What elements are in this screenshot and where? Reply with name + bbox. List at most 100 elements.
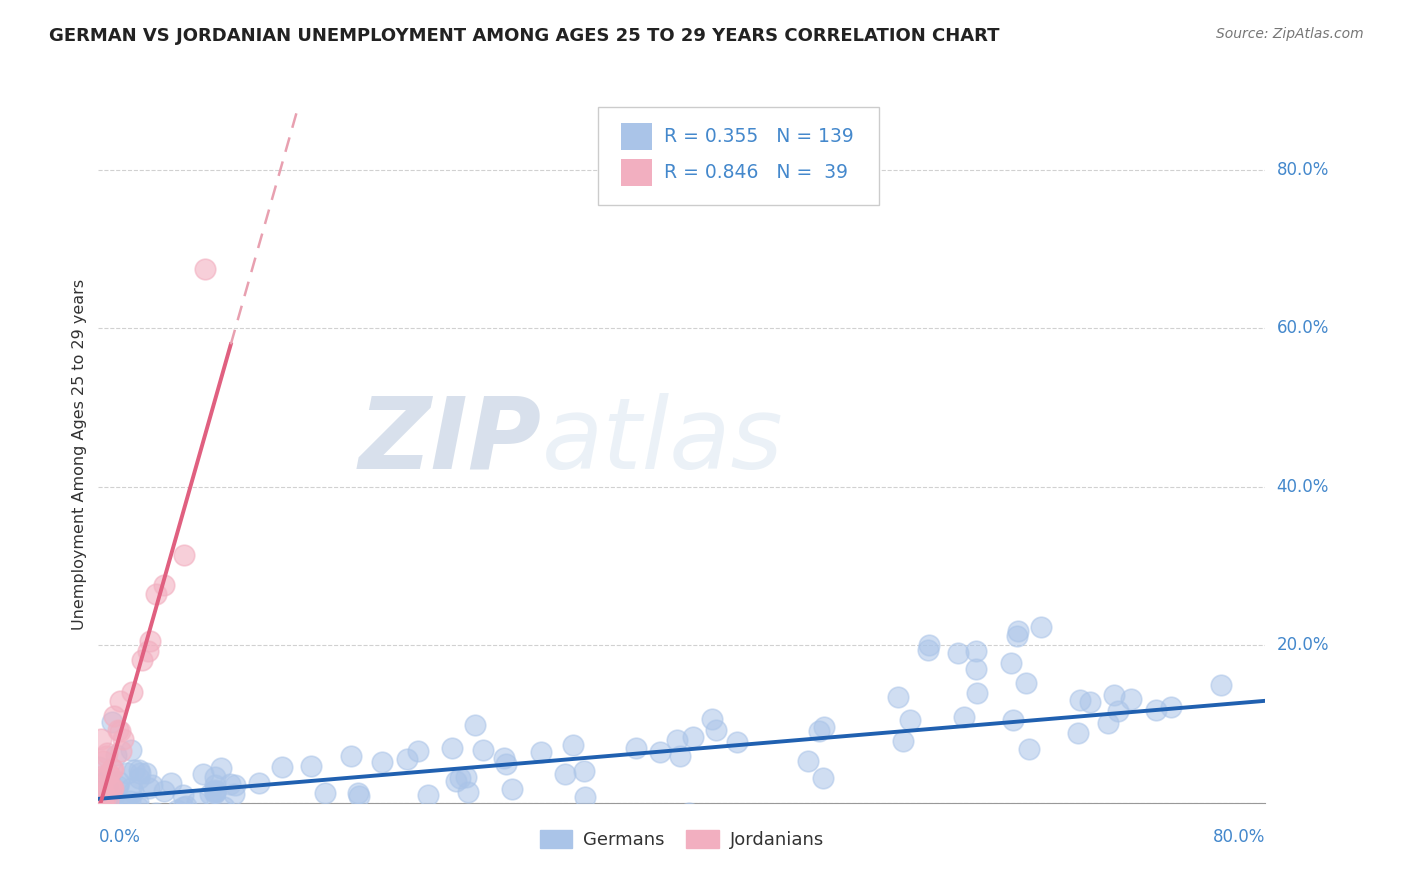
Point [406,744,429,758]
Point [574,789,596,804]
Point [946,646,969,660]
Point [464,718,486,732]
Point [103,805,125,819]
Point [93,799,115,814]
Point [110,744,132,758]
Point [813,720,835,734]
Text: ZIP: ZIP [359,392,541,490]
Point [114,799,136,814]
Point [152,578,174,592]
Point [101,762,124,776]
Point [530,745,553,759]
Point [1078,695,1101,709]
Point [96,778,118,792]
Point [97,783,120,797]
Point [166,803,188,817]
Point [456,770,478,784]
Point [666,733,689,747]
Point [966,686,988,700]
Text: R = 0.846   N =  39: R = 0.846 N = 39 [664,162,848,182]
Point [416,788,439,802]
Point [100,714,122,729]
Point [1107,704,1129,718]
Point [796,754,818,768]
Point [494,750,516,764]
Point [90,807,112,822]
Legend: Germans, Jordanians: Germans, Jordanians [533,823,831,856]
Point [138,781,160,796]
Point [457,785,479,799]
Point [700,712,723,726]
Point [204,783,226,797]
Point [127,800,149,814]
Text: 20.0%: 20.0% [1277,636,1329,654]
Point [103,803,125,817]
Point [110,694,132,708]
Point [574,764,596,778]
Point [624,740,647,755]
Point [668,749,690,764]
Point [89,760,111,774]
Point [91,754,114,768]
Point [103,762,125,776]
Point [89,786,111,800]
Point [1102,689,1125,703]
Point [141,778,163,792]
Point [1160,700,1182,714]
Point [96,773,118,788]
Point [898,713,921,727]
Point [91,787,114,801]
Point [89,783,111,797]
Point [131,653,153,667]
Point [1069,693,1091,707]
Point [118,794,141,808]
Point [441,740,464,755]
Point [152,784,174,798]
Point [224,778,246,792]
Point [965,644,987,658]
Point [159,775,181,789]
Point [396,752,419,766]
Point [101,782,124,797]
Point [120,781,142,796]
Point [340,748,363,763]
Point [204,784,226,798]
Point [108,775,131,789]
Point [562,739,585,753]
Point [219,777,242,791]
Point [89,790,111,805]
Point [965,662,987,676]
Point [1015,676,1038,690]
Point [122,763,145,777]
Point [96,746,118,760]
Point [174,807,197,822]
Point [108,724,131,739]
Point [96,782,118,797]
Point [471,743,494,757]
Point [501,781,523,796]
Point [93,781,115,796]
Point [122,785,145,799]
Point [91,769,114,783]
Point [347,789,370,803]
Point [1018,742,1040,756]
Point [128,766,150,780]
Text: 60.0%: 60.0% [1277,319,1329,337]
Point [89,789,111,803]
Point [90,795,112,809]
Point [678,806,700,821]
Point [94,790,117,805]
Point [94,749,117,764]
Y-axis label: Unemployment Among Ages 25 to 29 years: Unemployment Among Ages 25 to 29 years [72,279,87,631]
Text: atlas: atlas [541,392,783,490]
Point [107,723,129,738]
Point [953,710,976,724]
Point [155,807,177,822]
Point [112,801,135,815]
Text: 80.0%: 80.0% [1213,828,1265,846]
Point [204,786,226,800]
Point [1005,628,1028,642]
Text: 0.0%: 0.0% [98,828,141,846]
Point [96,807,118,822]
Point [90,797,112,811]
